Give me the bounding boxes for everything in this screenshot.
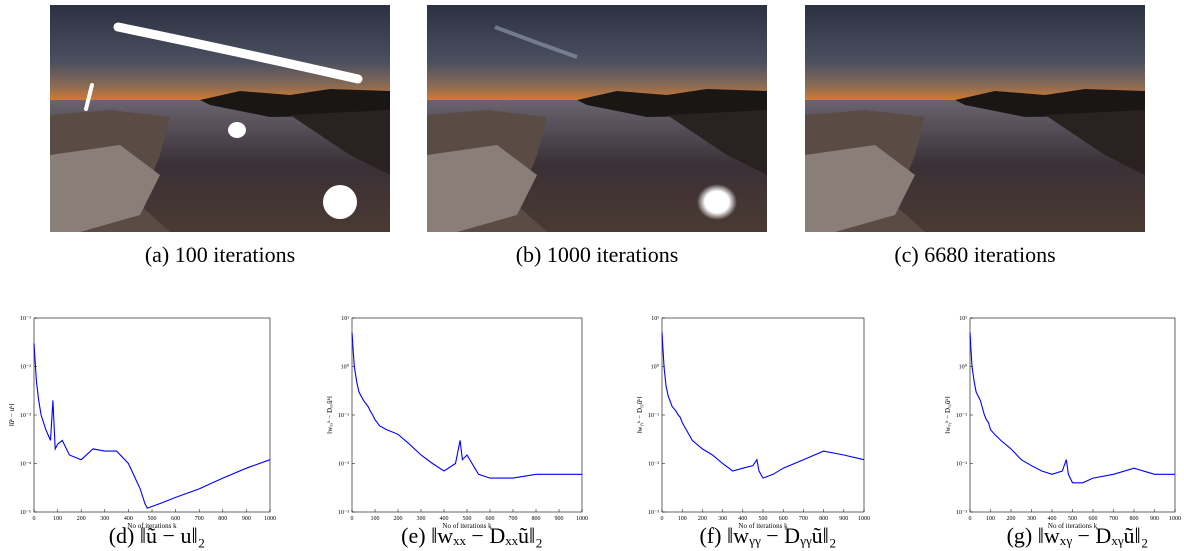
y-tick-label: 10¹ bbox=[651, 316, 659, 322]
line-chart: 10⁻³ 10⁻² 10⁻¹ 10⁰ 10¹ 0 100 200 300 400 500 600 700… bbox=[636, 316, 870, 548]
x-tick-label: 300 bbox=[1027, 516, 1036, 522]
x-tick-label: 400 bbox=[440, 516, 449, 522]
image-b bbox=[427, 5, 767, 232]
x-tick-label: 1000 bbox=[264, 516, 276, 522]
x-tick-label: 500 bbox=[463, 516, 472, 522]
x-tick-label: 700 bbox=[509, 516, 518, 522]
x-tick-label: 400 bbox=[124, 516, 133, 522]
x-tick-label: 0 bbox=[33, 516, 36, 522]
data-line bbox=[351, 332, 582, 479]
line-chart: 10⁻³ 10⁻² 10⁻¹ 10⁰ 10¹ 0 100 200 300 400 500 600 700… bbox=[326, 316, 588, 548]
y-tick-label: 10⁻² bbox=[956, 462, 967, 468]
caption: (f) ‖wᵧᵧ − Dᵧᵧũ‖₂ bbox=[699, 523, 836, 548]
x-tick-label: 200 bbox=[77, 516, 86, 522]
x-tick-label: 400 bbox=[738, 516, 747, 522]
caption: (c) 6680 iterations bbox=[894, 242, 1055, 267]
x-tick-label: 1000 bbox=[1169, 516, 1181, 522]
plot-frame bbox=[351, 317, 583, 513]
x-tick-label: 900 bbox=[242, 516, 251, 522]
data-line bbox=[33, 343, 271, 509]
y-tick-label: 10¹ bbox=[959, 316, 967, 322]
x-tick-label: 800 bbox=[218, 516, 227, 522]
image-c bbox=[805, 5, 1145, 232]
x-tick-label: 100 bbox=[678, 516, 687, 522]
x-tick-label: 200 bbox=[1007, 516, 1016, 522]
image-a bbox=[50, 5, 390, 232]
y-tick-label: 10⁰ bbox=[341, 364, 350, 371]
x-tick-label: 600 bbox=[1089, 516, 1098, 522]
x-tick-label: 900 bbox=[1150, 516, 1159, 522]
x-tick-label: 800 bbox=[819, 516, 828, 522]
x-tick-label: 500 bbox=[1068, 516, 1077, 522]
x-tick-label: 900 bbox=[839, 516, 848, 522]
data-line bbox=[969, 332, 1175, 484]
caption: (b) 1000 iterations bbox=[516, 242, 679, 267]
plot-frame bbox=[33, 317, 271, 513]
data-line bbox=[661, 332, 865, 479]
y-tick-label: 10⁻⁴ bbox=[20, 462, 31, 468]
y-tick-label: 10⁰ bbox=[959, 364, 968, 371]
line-chart: 10⁻⁵ 10⁻⁴ 10⁻³ 10⁻² 10⁻¹ 0 100 200 300 400 500 600 7… bbox=[8, 316, 276, 548]
x-tick-label: 1000 bbox=[858, 516, 870, 522]
y-tick-label: 10⁻³ bbox=[648, 510, 659, 516]
y-tick-label: 10⁻² bbox=[338, 462, 349, 468]
line-chart: 10⁻³ 10⁻² 10⁻¹ 10⁰ 10¹ 0 100 200 300 400 500 600 700… bbox=[944, 316, 1181, 548]
y-tick-label: 10⁻² bbox=[648, 462, 659, 468]
y-tick-label: 10⁻³ bbox=[956, 510, 967, 516]
y-tick-label: 10⁻¹ bbox=[338, 413, 349, 419]
y-tick-label: 10⁻¹ bbox=[956, 413, 967, 419]
x-axis-label: No of iterations k bbox=[1048, 522, 1098, 530]
x-tick-label: 200 bbox=[394, 516, 403, 522]
x-axis-label: No of iterations k bbox=[738, 522, 788, 530]
x-tick-label: 100 bbox=[371, 516, 380, 522]
y-tick-label: 10⁻² bbox=[20, 365, 31, 371]
caption: (a) 100 iterations bbox=[145, 242, 295, 267]
caption: (g) ‖wₓᵧ − Dₓᵧũ‖₂ bbox=[1007, 523, 1149, 548]
plot-frame bbox=[661, 317, 865, 513]
x-axis-label: No of iterations k bbox=[442, 522, 492, 530]
x-tick-label: 400 bbox=[1048, 516, 1057, 522]
x-tick-label: 700 bbox=[799, 516, 808, 522]
y-tick-label: 10⁰ bbox=[651, 364, 660, 371]
x-tick-label: 900 bbox=[555, 516, 564, 522]
x-tick-label: 600 bbox=[486, 516, 495, 522]
y-tick-label: 10⁻³ bbox=[338, 510, 349, 516]
x-tick-label: 300 bbox=[718, 516, 727, 522]
y-tick-label: 10¹ bbox=[341, 316, 349, 322]
x-tick-label: 600 bbox=[171, 516, 180, 522]
x-tick-label: 1000 bbox=[576, 516, 588, 522]
x-tick-label: 500 bbox=[148, 516, 157, 522]
y-tick-label: 10⁻¹ bbox=[648, 413, 659, 419]
y-axis-label: ‖wₓₓᵏ − Dₓₓũᵏ‖ bbox=[326, 396, 334, 434]
y-tick-label: 10⁻¹ bbox=[20, 316, 31, 322]
x-tick-label: 300 bbox=[417, 516, 426, 522]
x-tick-label: 200 bbox=[698, 516, 707, 522]
x-tick-label: 700 bbox=[1109, 516, 1118, 522]
x-tick-label: 700 bbox=[195, 516, 204, 522]
x-axis-label: No of iterations k bbox=[127, 522, 177, 530]
x-tick-label: 100 bbox=[53, 516, 62, 522]
x-tick-label: 0 bbox=[351, 516, 354, 522]
y-tick-label: 10⁻⁵ bbox=[20, 510, 31, 516]
x-tick-label: 0 bbox=[969, 516, 972, 522]
x-tick-label: 800 bbox=[1130, 516, 1139, 522]
x-tick-label: 500 bbox=[759, 516, 768, 522]
y-axis-label: ‖ũᵏ − uᵏ‖ bbox=[8, 404, 16, 427]
y-axis-label: ‖wᵧᵧᵏ − Dᵧᵧũᵏ‖ bbox=[636, 397, 644, 434]
caption: (e) ‖wₓₓ − Dₓₓũ‖₂ bbox=[401, 523, 543, 548]
x-tick-label: 300 bbox=[100, 516, 109, 522]
y-tick-label: 10⁻³ bbox=[20, 413, 31, 419]
x-tick-label: 0 bbox=[661, 516, 664, 522]
caption: (d) ‖ũ − u‖₂ bbox=[109, 523, 206, 548]
y-axis-label: ‖wₓᵧᵏ − Dₓᵧũᵏ‖ bbox=[944, 396, 952, 433]
x-tick-label: 600 bbox=[779, 516, 788, 522]
x-tick-label: 800 bbox=[532, 516, 541, 522]
x-tick-label: 100 bbox=[986, 516, 995, 522]
